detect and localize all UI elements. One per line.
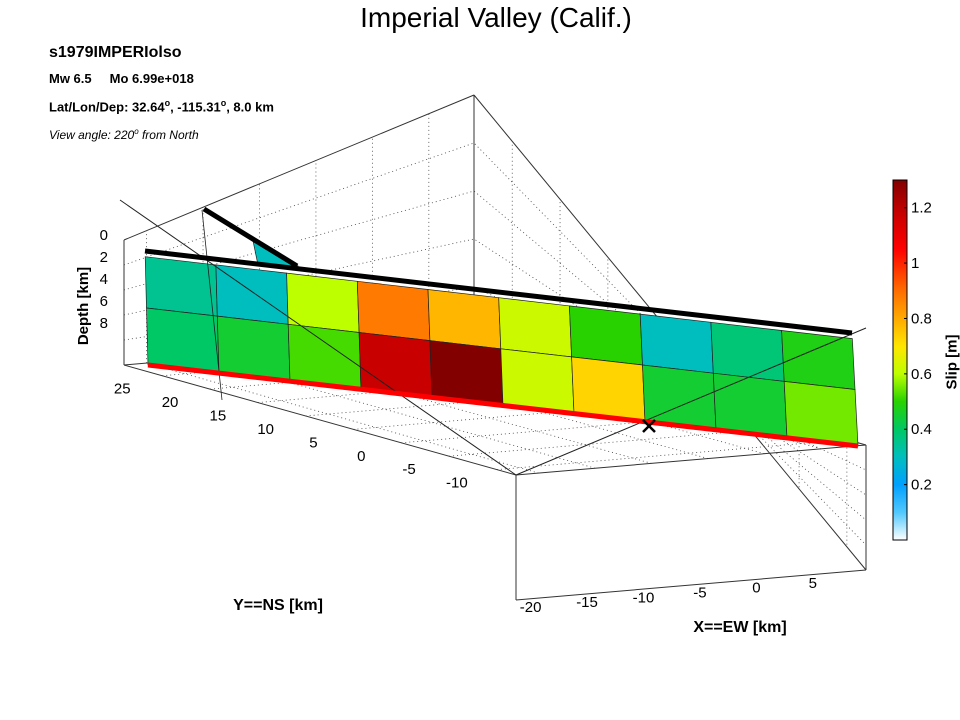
fault-bottom-trace	[147, 362, 859, 449]
view-prefix: View angle: 220	[49, 128, 135, 142]
view-angle-line: View angle: 220o from North	[49, 127, 199, 142]
colorbar: 0.2 0.4 0.6 0.8 1 1.2	[892, 179, 932, 541]
y-tick-label: 15	[210, 408, 227, 425]
slip-cell	[146, 307, 220, 374]
slip-cell	[216, 315, 291, 382]
slip-cell	[500, 348, 575, 414]
slip-cell	[712, 372, 788, 439]
slip-cell	[358, 332, 433, 398]
y-axis-label: Y==NS [km]	[233, 597, 323, 614]
y-tick-label: 10	[257, 421, 274, 438]
degree-mark: o	[220, 98, 227, 108]
colorbar-tick-label: 1	[911, 255, 919, 272]
box-edge	[515, 444, 867, 476]
z-tick-label: 6	[100, 293, 108, 310]
y-tick-label: -10	[446, 475, 468, 492]
x-tick-label: -5	[693, 585, 706, 602]
z-tick-label: 8	[100, 315, 108, 332]
depth-text: , 8.0 km	[226, 99, 274, 115]
hypocenter-marker	[642, 419, 656, 433]
y-tick-label: 20	[162, 394, 179, 411]
event-id: s1979IMPERIolso	[49, 44, 182, 61]
z-tick-label: 4	[100, 271, 108, 288]
y-tick-label: 5	[309, 434, 317, 451]
colorbar-tick-label: 0.2	[911, 477, 932, 494]
slip-cell	[356, 280, 431, 341]
degree-mark: o	[164, 98, 171, 108]
slip-cell	[144, 256, 218, 317]
fault-traces	[144, 206, 859, 449]
axes-box-front	[119, 199, 867, 601]
slip-cell	[639, 313, 714, 374]
y-tick-label: 0	[357, 448, 365, 465]
tick-labels: -20 -15 -10 -5 0 5 -10 -5 0 5 10 15 20 25 0 2 4 6 8 X==EW […	[75, 227, 817, 636]
box-edge	[123, 364, 517, 476]
fault-top-trace	[144, 248, 853, 336]
colorbar-label: Slip [m]	[943, 334, 960, 390]
location-line: Lat/Lon/Dep: 32.64o, -115.31o, 8.0 km	[49, 98, 274, 114]
z-tick-label: 0	[100, 227, 108, 244]
x-tick-label: 0	[752, 580, 760, 597]
slip-cell	[781, 330, 856, 390]
chart-title: Imperial Valley (Calif.)	[360, 2, 632, 33]
box-edge	[515, 569, 867, 601]
colorbar-tick-label: 1.2	[911, 200, 932, 217]
mw-value: Mw 6.5	[49, 71, 92, 86]
slip-cell	[287, 323, 362, 390]
box-edge	[123, 94, 475, 241]
x-tick-label: 5	[809, 575, 817, 592]
y-tick-label: -5	[402, 461, 415, 478]
lon-text: , -115.31	[170, 99, 221, 115]
projection-line	[515, 327, 867, 476]
slip-cell	[498, 297, 572, 358]
x-tick-label: -10	[633, 589, 655, 606]
colorbar-bar	[892, 179, 908, 541]
colorbar-tick-label: 0.6	[911, 366, 932, 383]
grid-line	[496, 439, 847, 471]
x-axis-label: X==EW [km]	[693, 619, 786, 636]
x-tick-label: -15	[576, 594, 598, 611]
slip-cell	[783, 381, 859, 447]
projection-line	[119, 199, 517, 476]
projection-line	[201, 209, 223, 401]
lat-text: Lat/Lon/Dep: 32.64	[49, 99, 165, 115]
degree-mark: o	[134, 127, 139, 136]
view-suffix: from North	[138, 128, 199, 142]
slip-cell	[569, 305, 643, 366]
colorbar-tick-label: 0.8	[911, 310, 932, 327]
fault-slip-cells	[144, 235, 859, 447]
mo-value: Mo 6.99e+018	[109, 71, 194, 86]
slip-cell	[429, 340, 504, 406]
slip-cell	[571, 356, 646, 423]
z-axis-label: Depth [km]	[75, 267, 92, 345]
y-tick-label: 25	[114, 381, 131, 398]
magnitude-line: Mw 6.5 Mo 6.99e+018	[49, 71, 194, 86]
slip-cell	[710, 321, 785, 382]
slip-cell	[427, 289, 502, 350]
z-tick-label: 2	[100, 249, 108, 266]
x-tick-label: -20	[520, 599, 542, 616]
fault-top-trace	[202, 206, 299, 269]
colorbar-tick-label: 0.4	[911, 421, 932, 438]
